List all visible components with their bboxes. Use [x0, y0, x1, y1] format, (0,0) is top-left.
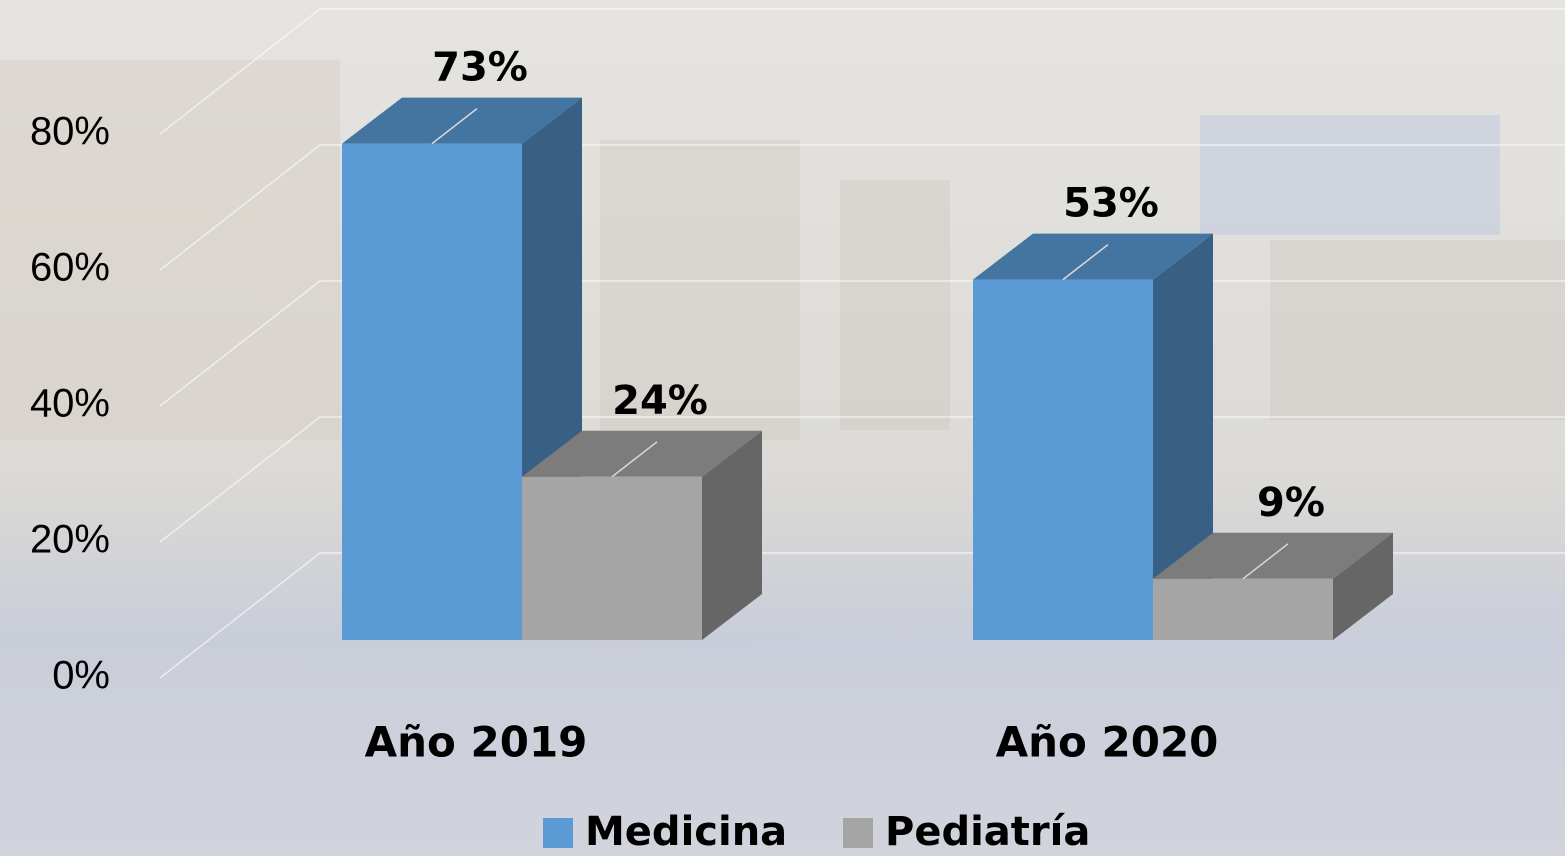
legend-swatch	[543, 818, 573, 848]
y-tick-label: 80%	[30, 110, 110, 154]
value-label: 53%	[1063, 181, 1159, 227]
bar	[342, 144, 522, 640]
bar	[973, 280, 1153, 640]
x-tick-label: Año 2020	[996, 718, 1219, 767]
value-label: 9%	[1257, 480, 1325, 526]
y-tick-label: 0%	[52, 654, 110, 698]
legend-label: Medicina	[585, 809, 787, 855]
y-tick-label: 40%	[30, 382, 110, 426]
page: 0% 20% 40% 60% 80% Año 2019 73% 24% Año 2020 53% 9…	[0, 0, 1565, 856]
chart: 0% 20% 40% 60% 80% Año 2019 73% 24% Año 2020 53% 9…	[0, 0, 1565, 856]
value-label: 24%	[612, 378, 708, 424]
background-window	[840, 180, 950, 430]
bar	[522, 477, 702, 640]
x-tick-label: Año 2019	[365, 718, 588, 767]
y-tick-label: 20%	[30, 518, 110, 562]
background-canopy	[1200, 115, 1500, 235]
bar	[1153, 579, 1333, 640]
background-wall	[1270, 240, 1565, 420]
legend-label: Pediatría	[885, 809, 1090, 855]
legend-swatch	[843, 818, 873, 848]
y-tick-label: 60%	[30, 246, 110, 290]
value-label: 73%	[432, 45, 528, 91]
